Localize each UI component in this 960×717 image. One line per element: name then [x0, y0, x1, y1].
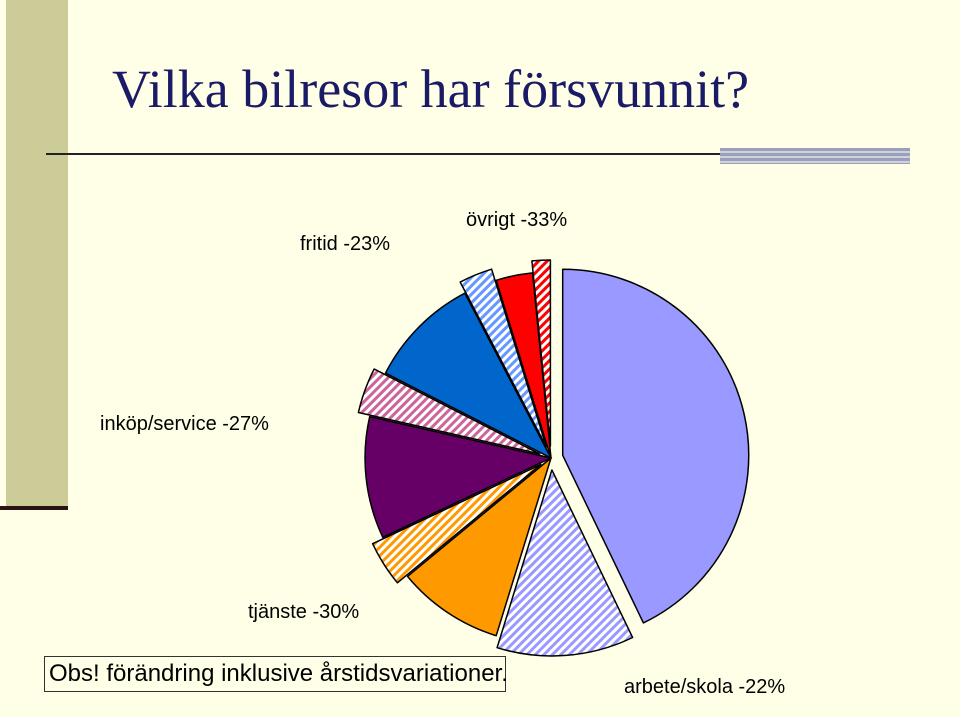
- label-fritid: fritid -23%: [300, 233, 390, 255]
- pie-slice-fritid-remain: [384, 292, 552, 459]
- label-inkop: inköp/service -27%: [100, 413, 269, 435]
- note-box: Obs! förändring inklusive årstidsvariati…: [44, 656, 508, 692]
- pie-slice-ovrigt-lost: [531, 259, 552, 447]
- title-rule: [46, 153, 908, 155]
- pie-slice-inkop-remain: [364, 415, 552, 539]
- label-tjanste: tjänste -30%: [248, 601, 359, 623]
- pie-slice-tjanste-remain: [406, 457, 552, 637]
- label-arbete: arbete/skola -22%: [624, 676, 785, 698]
- sidebar-base-line: [0, 506, 68, 510]
- sidebar-strip: [0, 0, 6, 510]
- label-ovrigt: övrigt -33%: [466, 209, 567, 231]
- title-rule-accent: [720, 148, 910, 164]
- page-title: Vilka bilresor har försvunnit?: [112, 59, 750, 119]
- sidebar-decoration: [0, 0, 68, 510]
- pie-slice-arbete-lost: [496, 469, 634, 657]
- pie-slice-tjanste-lost: [371, 463, 542, 584]
- pie-slice-inkop-lost: [357, 368, 541, 455]
- pie-slice-fritid-lost: [459, 268, 548, 448]
- pie-slice-arbete-remain: [561, 268, 750, 624]
- pie-slices: [357, 259, 750, 657]
